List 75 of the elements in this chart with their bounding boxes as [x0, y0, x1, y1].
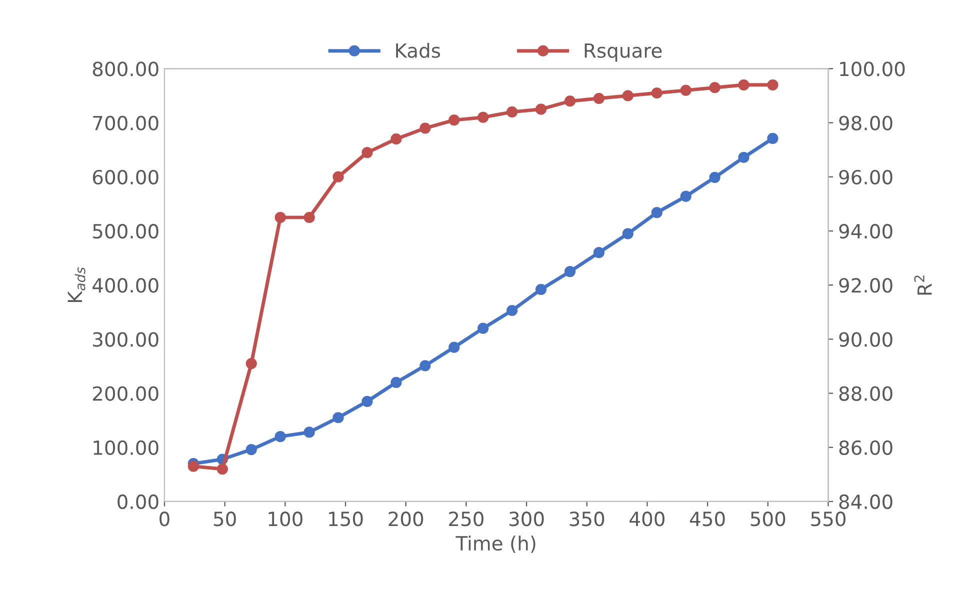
y-tick-label: 200.00 [93, 386, 158, 401]
y2-tick-label: 90.00 [839, 332, 892, 347]
y-tick-label: 800.00 [92, 62, 158, 76]
x-tick-label: 200 [388, 512, 424, 526]
y-tick-label: 400.00 [92, 278, 158, 293]
y2-axis-title: R$^{2}$ [914, 276, 932, 295]
y2-tick-label: 84.00 [839, 494, 892, 510]
point [332, 412, 344, 424]
y-tick-label: 600.00 [92, 170, 158, 185]
point [420, 122, 431, 134]
point [478, 112, 489, 123]
point [246, 444, 257, 456]
x-tick-label: 100 [268, 512, 302, 526]
point [362, 146, 373, 158]
y-axis-title: K$_{ads}$ [68, 267, 86, 302]
point [274, 212, 286, 223]
point [593, 92, 604, 104]
y2-tick-label: 96.00 [839, 170, 892, 185]
point [593, 247, 604, 258]
y-tick-label: 300.00 [93, 332, 158, 347]
x-tick-label: 550 [811, 512, 846, 526]
x-tick-label: 300 [509, 512, 544, 526]
point [304, 212, 315, 223]
point [332, 171, 344, 182]
point [622, 228, 634, 240]
point [420, 360, 431, 372]
point [246, 358, 257, 370]
point [535, 284, 547, 295]
x-tick-label: 50 [214, 512, 236, 526]
point [767, 132, 778, 144]
x-tick-label: 0 [160, 512, 170, 526]
point [448, 342, 460, 353]
y2-tick-label: 94.00 [839, 224, 892, 239]
legend-label: Kads [396, 42, 440, 58]
point [478, 322, 489, 334]
y-tick-label: 100.00 [94, 440, 158, 456]
point [564, 96, 576, 107]
y2-tick-label: 98.00 [839, 116, 892, 130]
y-tick-label: 500.00 [93, 224, 158, 239]
y2-tick-label: 88.00 [839, 386, 892, 401]
point [651, 207, 662, 218]
point [390, 376, 402, 388]
y-tick-label: 0.00 [118, 494, 158, 510]
point [448, 114, 460, 126]
x-tick-label: 350 [570, 512, 604, 526]
point [362, 396, 373, 407]
x-tick-label: 450 [690, 512, 725, 526]
point [304, 426, 315, 438]
point [188, 460, 199, 472]
x-tick-label: 150 [329, 512, 363, 526]
point [709, 82, 720, 94]
point [738, 79, 750, 90]
y2-tick-label: 86.00 [839, 440, 892, 456]
x-tick-label: 250 [449, 512, 484, 526]
point [709, 172, 720, 183]
x-tick-label: 400 [630, 512, 664, 526]
x-tick-label: 500 [750, 512, 786, 526]
point [274, 431, 286, 442]
point [680, 190, 692, 202]
point [564, 266, 576, 278]
point [390, 133, 402, 145]
point [767, 79, 778, 90]
point [738, 152, 750, 163]
point [535, 104, 547, 115]
point [506, 106, 518, 118]
y2-tick-label: 100.00 [840, 62, 905, 76]
point [216, 463, 228, 475]
point [506, 304, 518, 316]
point [622, 90, 634, 102]
y-tick-label: 700.00 [93, 116, 158, 130]
point [680, 84, 692, 96]
y2-tick-label: 92.00 [839, 278, 892, 293]
legend-label: Rsquare [584, 43, 662, 62]
point [651, 87, 662, 99]
x-axis-title: Time (h) [456, 536, 536, 553]
